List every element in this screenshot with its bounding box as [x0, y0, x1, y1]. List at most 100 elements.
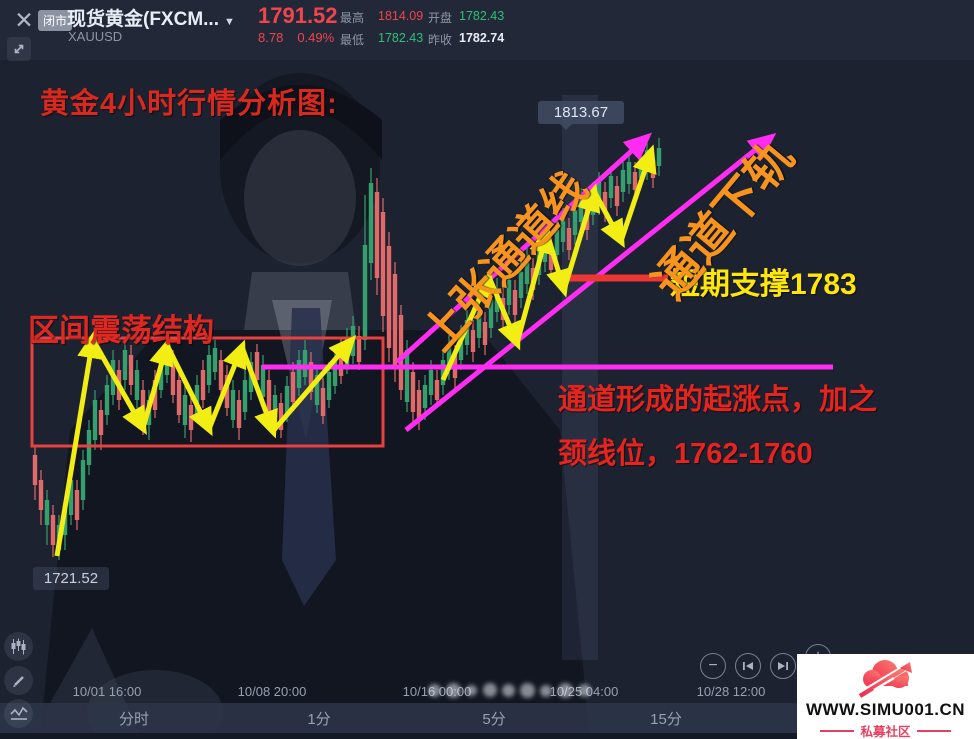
zigzag-arrow — [544, 232, 571, 298]
candle-body — [44, 500, 50, 525]
candle-body — [428, 370, 434, 395]
symbol-title: 现货黄金(FXCM... — [67, 9, 219, 30]
candle-body — [656, 148, 662, 166]
candle-body — [368, 183, 374, 263]
line-chart-view-button[interactable] — [4, 699, 33, 728]
candle-body — [326, 372, 332, 400]
candle-body — [572, 210, 578, 235]
bottom-strip — [0, 733, 974, 739]
candle-body — [50, 515, 56, 545]
stat-prevclose-label: 昨收 — [428, 33, 453, 47]
watermark-community: 私募社区 — [860, 725, 911, 739]
candle-body — [176, 380, 182, 415]
time-tick: 10/28 12:00 — [696, 684, 766, 699]
zigzag-arrow — [561, 183, 601, 291]
site-watermark: WWW.SIMU001.CN 私募社区 — [797, 654, 974, 739]
range-structure-label: 区间震荡结构 — [28, 313, 214, 348]
skip-forward-icon — [778, 662, 788, 670]
candle-body — [206, 355, 212, 385]
candle-body — [200, 370, 206, 400]
time-tick: 10/01 16:00 — [72, 684, 142, 699]
candle-body — [212, 348, 218, 372]
candle-body — [314, 375, 320, 405]
candle-body — [278, 403, 284, 430]
tab-15min[interactable]: 15分 — [650, 711, 682, 728]
zigzag-arrow — [239, 346, 278, 439]
header-bar: ✕ 闭市 现货黄金(FXCM... ▼ XAUUSD 1791.52 8.78 0.… — [0, 0, 974, 61]
zigzag-arrow — [618, 144, 657, 242]
minus-icon: − — [708, 657, 718, 674]
candle-body — [308, 362, 314, 392]
candle-body — [512, 290, 518, 315]
candle-body — [548, 248, 554, 270]
candle-body — [434, 380, 440, 400]
candle-body — [446, 345, 452, 370]
zoom-out-button[interactable]: − — [700, 653, 726, 679]
candle-body — [608, 176, 614, 198]
candle-body — [362, 245, 368, 340]
candle-body — [98, 410, 104, 435]
zigzag-arrow — [486, 276, 521, 351]
channel-trend-arrow — [404, 132, 777, 432]
close-button[interactable]: ✕ — [10, 6, 38, 34]
skip-forward-button[interactable] — [770, 653, 796, 679]
price-change: 8.78 0.49% — [258, 30, 348, 45]
watermark-community-row: 私募社区 — [797, 721, 974, 739]
candlestick-view-button[interactable] — [4, 632, 33, 661]
divider — [820, 729, 855, 732]
time-tick: 10/08 20:00 — [237, 684, 307, 699]
analysis-title: 黄金4小时行情分析图: — [40, 88, 338, 120]
candle-body — [158, 360, 164, 390]
candle-body — [458, 335, 464, 360]
low-price-tooltip: 1721.52 — [33, 567, 109, 590]
candle-body — [254, 352, 260, 380]
candle-body — [32, 455, 38, 485]
candle-body — [74, 490, 80, 520]
symbol-selector[interactable]: 现货黄金(FXCM... ▼ — [67, 4, 235, 31]
candle-body — [290, 372, 296, 402]
candle-body — [398, 315, 404, 390]
candle-body — [404, 350, 410, 402]
range-box — [30, 336, 385, 448]
candle-body — [392, 274, 398, 368]
candle-body — [236, 400, 242, 428]
tab-timeshare[interactable]: 分时 — [118, 711, 150, 728]
candle-body — [416, 390, 422, 420]
candle-body — [296, 360, 302, 388]
stat-high-value: 1814.09 — [378, 9, 424, 23]
zigzag-arrow — [440, 269, 493, 382]
note-line1: 通道形成的起涨点，加之 — [558, 384, 878, 416]
candle-body — [488, 300, 494, 328]
candlestick-icon — [11, 638, 26, 655]
candle-body — [422, 385, 428, 408]
note-line2: 颈线位，1762-1760 — [558, 438, 813, 470]
collapse-chart-button[interactable] — [7, 37, 31, 61]
candle-body — [566, 228, 572, 250]
candle-body — [92, 400, 98, 440]
face — [244, 130, 356, 266]
candle-body — [302, 350, 308, 377]
tab-5min[interactable]: 5分 — [482, 711, 506, 728]
stat-low-label: 最低 — [340, 33, 365, 47]
zigzag-arrow — [54, 330, 103, 557]
change-value: 8.78 — [258, 30, 284, 45]
pencil-icon — [12, 675, 24, 687]
last-price: 1791.52 — [258, 3, 338, 28]
candle-body — [122, 350, 128, 380]
change-percent: 0.49% — [297, 30, 335, 45]
candle-body — [170, 360, 176, 395]
candle-body — [506, 280, 512, 305]
zigzag-arrow — [93, 343, 147, 435]
candle-body — [284, 386, 290, 414]
candle-body — [260, 365, 266, 397]
candle-body — [356, 336, 362, 362]
tab-1min[interactable]: 1分 — [307, 711, 331, 728]
candle-body — [386, 246, 392, 348]
zigzag-arrow — [271, 334, 357, 433]
blurred-watermark-dots — [428, 680, 603, 700]
stat-open-value: 1782.43 — [459, 9, 505, 23]
candle-body — [524, 258, 530, 284]
drawing-tool-button[interactable] — [4, 666, 33, 695]
skip-back-button[interactable] — [735, 653, 761, 679]
